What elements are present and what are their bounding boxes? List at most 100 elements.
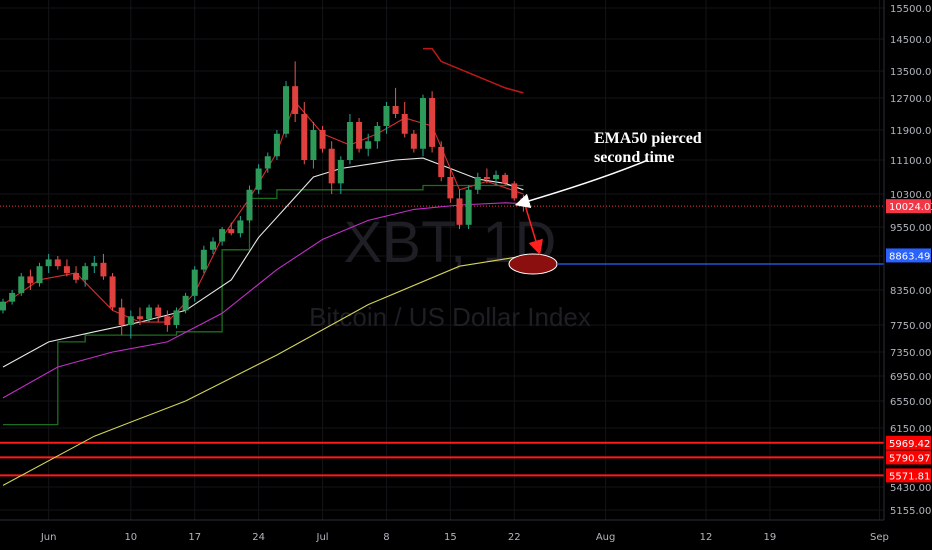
candle-body[interactable]: [228, 229, 235, 234]
indicator-series-0: [2, 157, 524, 368]
x-tick-label: 10: [124, 532, 137, 543]
candle-body[interactable]: [337, 160, 344, 184]
candle-body[interactable]: [474, 177, 481, 190]
annotation-arrow[interactable]: [514, 159, 649, 209]
candle-body[interactable]: [136, 316, 143, 320]
candle-body[interactable]: [109, 276, 116, 308]
y-axis[interactable]: 15500.00 14500.00 13500.00 12700.00 11900.00…: [890, 4, 932, 517]
x-tick-label: Jul: [316, 532, 329, 543]
candle-body[interactable]: [429, 98, 436, 147]
candle-body[interactable]: [319, 130, 326, 149]
annotation-line-1[interactable]: EMA50 pierced: [594, 130, 702, 147]
candle-body[interactable]: [9, 292, 16, 302]
candlesticks: [0, 61, 527, 339]
y-tick-label: 6950.00: [890, 372, 931, 383]
price-badge-text: 5571.81: [889, 471, 930, 482]
candle-body[interactable]: [493, 174, 500, 180]
x-tick-label: 17: [188, 532, 201, 543]
y-tick-label: 12700.00: [890, 94, 932, 105]
candle-body[interactable]: [401, 114, 408, 134]
candle-body[interactable]: [182, 295, 189, 311]
candle-body[interactable]: [27, 276, 34, 284]
price-badge: [886, 248, 931, 263]
candle-body[interactable]: [155, 307, 162, 317]
candle-body[interactable]: [483, 177, 490, 180]
y-tick-label: 7350.00: [890, 348, 931, 359]
x-tick-label: 15: [444, 532, 457, 543]
candle-body[interactable]: [173, 310, 180, 325]
price-badge: [886, 468, 931, 483]
candle-body[interactable]: [45, 259, 52, 267]
candle-body[interactable]: [246, 189, 253, 221]
y-tick-label: 6550.00: [890, 397, 931, 408]
candle-body[interactable]: [283, 86, 290, 134]
candle-body[interactable]: [191, 269, 198, 296]
x-tick-label: Sep: [870, 532, 889, 543]
drawings: EMA50 pierced second time: [508, 130, 884, 275]
candle-body[interactable]: [118, 307, 125, 326]
candle-body[interactable]: [255, 168, 262, 190]
candle-body[interactable]: [146, 307, 153, 320]
indicator-series-2: [2, 255, 524, 486]
candle-body[interactable]: [127, 316, 134, 325]
candle-body[interactable]: [100, 262, 107, 277]
candle-body[interactable]: [301, 114, 308, 160]
candle-body[interactable]: [36, 266, 43, 284]
y-tick-label: 6150.00: [890, 424, 931, 435]
candle-body[interactable]: [310, 130, 317, 160]
candle-body[interactable]: [383, 106, 390, 126]
x-axis[interactable]: Jun 10 17 24 Jul 8 15 22 Aug 12 19 Sep: [40, 532, 889, 543]
candle-body[interactable]: [91, 262, 98, 267]
target-ellipse[interactable]: [508, 253, 558, 275]
candle-body[interactable]: [502, 174, 509, 184]
candle-body[interactable]: [54, 259, 61, 267]
candle-body[interactable]: [63, 266, 70, 273]
candle-body[interactable]: [237, 220, 244, 234]
candle-body[interactable]: [419, 98, 426, 149]
candle-body[interactable]: [392, 106, 399, 114]
candle-body[interactable]: [410, 133, 417, 149]
y-tick-label: 15500.00: [890, 4, 932, 15]
candle-body[interactable]: [264, 156, 271, 169]
candle-body[interactable]: [346, 122, 353, 160]
candle-body[interactable]: [465, 189, 472, 225]
x-tick-label: 24: [252, 532, 265, 543]
y-tick-label: 8350.00: [890, 286, 931, 297]
candle-body[interactable]: [356, 122, 363, 149]
y-tick-label: 5430.00: [890, 483, 931, 494]
candle-body[interactable]: [0, 301, 6, 311]
candle-body[interactable]: [328, 148, 335, 184]
y-tick-label: 13500.00: [890, 67, 932, 78]
candle-body[interactable]: [219, 229, 226, 242]
candle-body[interactable]: [209, 241, 216, 250]
price-badge: [886, 435, 931, 450]
candle-body[interactable]: [82, 266, 89, 280]
symbol-watermark: XBT, 1D Bitcoin / US Dollar Index: [309, 210, 591, 332]
candle-body[interactable]: [456, 198, 463, 225]
candle-body[interactable]: [374, 126, 381, 142]
candle-body[interactable]: [511, 183, 518, 199]
price-badge-text: 5790.97: [889, 453, 930, 464]
candle-body[interactable]: [164, 316, 171, 325]
y-tick-label: 14500.00: [890, 35, 932, 46]
price-badge-text: 8863.49: [889, 251, 930, 262]
down-arrow[interactable]: [524, 204, 544, 256]
annotation-line-2[interactable]: second time: [594, 149, 674, 166]
y-tick-label: 9550.00: [890, 223, 931, 234]
candle-body[interactable]: [292, 86, 299, 114]
candle-body[interactable]: [447, 177, 454, 199]
y-tick-label: 5155.00: [890, 506, 931, 517]
x-tick-label: 8: [383, 532, 389, 543]
y-tick-label: 11100.00: [890, 156, 932, 167]
candle-body[interactable]: [73, 273, 80, 280]
candle-body[interactable]: [273, 133, 280, 157]
x-tick-label: 19: [764, 532, 777, 543]
x-tick-label: 12: [700, 532, 713, 543]
candle-body[interactable]: [438, 146, 445, 177]
price-badge: [886, 199, 931, 214]
candle-body[interactable]: [365, 141, 372, 149]
candle-body[interactable]: [18, 276, 25, 293]
candle-body[interactable]: [200, 249, 207, 270]
ichimoku-baseline: [3, 184, 524, 426]
